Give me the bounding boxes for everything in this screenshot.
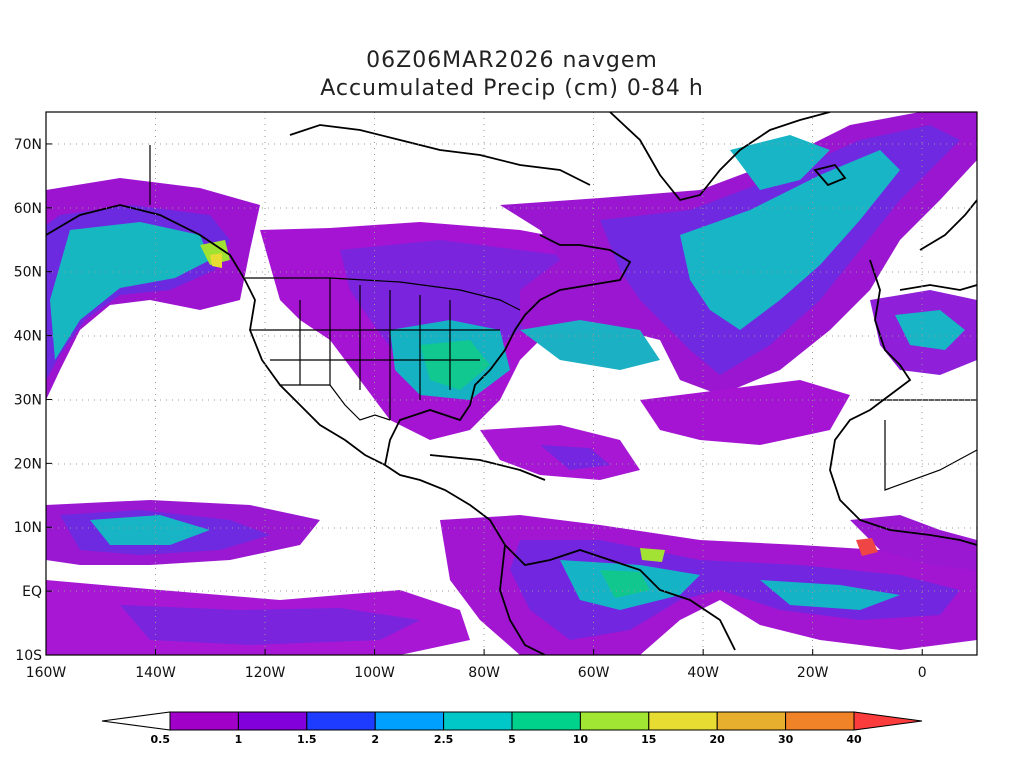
colorbar-swatch (169, 711, 239, 731)
colorbar-low-extension (101, 711, 171, 731)
lon-tick-label: 140W (135, 665, 176, 681)
colorbar-swatch (511, 711, 581, 731)
lat-tick-label: EQ (22, 584, 42, 600)
political-borders (149, 145, 977, 491)
colorbar-swatch (374, 711, 445, 731)
colorbar-swatch (237, 711, 308, 731)
lon-tick-label: 80W (468, 665, 500, 681)
lat-tick-label: 70N (14, 137, 42, 153)
lat-tick-label: 50N (14, 265, 42, 281)
graticule (46, 112, 977, 655)
map-frame (45, 111, 978, 656)
lon-tick-label: 20W (797, 665, 829, 681)
lat-tick-label: 60N (14, 201, 42, 217)
colorbar-label: 2 (371, 733, 379, 746)
colorbar-swatch (306, 711, 376, 731)
colorbar-label: 1 (235, 733, 243, 746)
lon-tick-label: 40W (687, 665, 719, 681)
lon-tick-label: 100W (354, 665, 395, 681)
colorbar-label: 15 (641, 733, 656, 746)
colorbar-label: 30 (778, 733, 794, 746)
colorbar-swatch (716, 711, 787, 731)
precipitation-field (46, 112, 977, 655)
colorbar-swatch (648, 711, 718, 731)
colorbar-label: 20 (710, 733, 726, 746)
colorbar-label: 40 (846, 733, 862, 746)
lat-tick-label: 30N (14, 392, 42, 408)
lon-tick-label: 0 (918, 665, 927, 681)
colorbar-label: 2.5 (434, 733, 454, 746)
lon-tick-label: 160W (26, 665, 67, 681)
colorbar-label: 0.5 (151, 733, 171, 746)
lat-tick-label: 20N (14, 456, 42, 472)
map-title-line-1: 06Z06MAR2026 navgem (366, 48, 658, 73)
lat-tick-label: 10S (15, 648, 42, 664)
colorbar-high-extension (853, 711, 923, 731)
colorbar-label: 10 (573, 733, 589, 746)
colorbar-label: 1.5 (297, 733, 317, 746)
map-title-line-2: Accumulated Precip (cm) 0-84 h (320, 76, 704, 101)
coastlines (46, 112, 977, 655)
lat-tick-label: 10N (14, 520, 42, 536)
colorbar-swatch (443, 711, 513, 731)
colorbar-swatch (579, 711, 650, 731)
colorbar-label: 5 (508, 733, 516, 746)
lon-tick-label: 120W (245, 665, 286, 681)
lon-tick-label: 60W (578, 665, 610, 681)
lat-tick-label: 40N (14, 329, 42, 345)
colorbar: 0.5 1 1.5 2 2.5 5 10 15 20 30 40 (101, 711, 923, 746)
colorbar-swatch (785, 711, 855, 731)
